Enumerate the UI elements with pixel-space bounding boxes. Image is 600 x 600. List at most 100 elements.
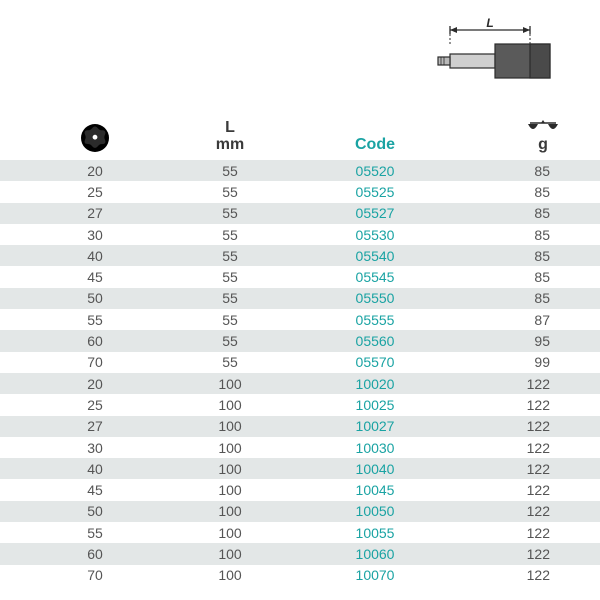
cell-weight: 87	[450, 312, 570, 328]
table-header-row: L mm Code g	[0, 108, 600, 160]
header-size	[30, 122, 160, 154]
cell-code: 05540	[300, 248, 450, 264]
cell-weight: 122	[450, 440, 570, 456]
cell-weight: 85	[450, 184, 570, 200]
cell-code: 10070	[300, 567, 450, 583]
cell-size: 25	[30, 184, 160, 200]
header-weight: g	[450, 118, 570, 154]
table-row: 2710010027122	[0, 416, 600, 437]
cell-weight: 122	[450, 482, 570, 498]
table-row: 30550553085	[0, 224, 600, 245]
cell-code: 05560	[300, 333, 450, 349]
cell-weight: 95	[450, 333, 570, 349]
header-weight-unit: g	[538, 136, 548, 154]
cell-weight: 122	[450, 418, 570, 434]
cell-weight: 85	[450, 269, 570, 285]
cell-code: 05527	[300, 205, 450, 221]
cell-code: 05570	[300, 354, 450, 370]
cell-length: 100	[160, 567, 300, 583]
header-length: L mm	[160, 119, 300, 154]
cell-code: 10025	[300, 397, 450, 413]
cell-weight: 122	[450, 546, 570, 562]
table-row: 4510010045122	[0, 479, 600, 500]
cell-size: 55	[30, 312, 160, 328]
cell-length: 100	[160, 461, 300, 477]
cell-length: 55	[160, 248, 300, 264]
cell-length: 55	[160, 312, 300, 328]
cell-size: 30	[30, 227, 160, 243]
table-row: 2510010025122	[0, 394, 600, 415]
cell-length: 55	[160, 269, 300, 285]
cell-code: 05530	[300, 227, 450, 243]
cell-size: 50	[30, 290, 160, 306]
cell-size: 20	[30, 163, 160, 179]
cell-weight: 122	[450, 567, 570, 583]
scale-icon	[526, 118, 560, 136]
cell-code: 05555	[300, 312, 450, 328]
table-row: 20550552085	[0, 160, 600, 181]
cell-size: 60	[30, 546, 160, 562]
table-row: 70550557099	[0, 352, 600, 373]
table-row: 55550555587	[0, 309, 600, 330]
table-row: 5510010055122	[0, 522, 600, 543]
table-row: 5010010050122	[0, 501, 600, 522]
cell-length: 100	[160, 376, 300, 392]
cell-code: 05525	[300, 184, 450, 200]
spec-table: L mm Code g 2055055208525550552585275505…	[0, 108, 600, 586]
cell-code: 05520	[300, 163, 450, 179]
cell-weight: 122	[450, 376, 570, 392]
cell-weight: 122	[450, 397, 570, 413]
cell-length: 55	[160, 184, 300, 200]
cell-length: 55	[160, 354, 300, 370]
cell-length: 100	[160, 440, 300, 456]
cell-size: 55	[30, 525, 160, 541]
length-label: L	[486, 18, 493, 30]
cell-weight: 85	[450, 227, 570, 243]
cell-length: 100	[160, 525, 300, 541]
cell-size: 40	[30, 461, 160, 477]
cell-weight: 99	[450, 354, 570, 370]
length-diagram: L	[430, 18, 560, 88]
table-row: 45550554585	[0, 266, 600, 287]
header-code: Code	[300, 136, 450, 154]
torx-tamper-icon	[79, 122, 111, 154]
cell-code: 10027	[300, 418, 450, 434]
cell-size: 20	[30, 376, 160, 392]
cell-size: 30	[30, 440, 160, 456]
table-row: 3010010030122	[0, 437, 600, 458]
table-row: 50550555085	[0, 288, 600, 309]
header-length-mm: mm	[216, 136, 244, 154]
cell-code: 10040	[300, 461, 450, 477]
table-row: 4010010040122	[0, 458, 600, 479]
cell-length: 100	[160, 546, 300, 562]
cell-length: 55	[160, 205, 300, 221]
cell-code: 10050	[300, 503, 450, 519]
cell-code: 10055	[300, 525, 450, 541]
cell-length: 55	[160, 163, 300, 179]
cell-size: 27	[30, 205, 160, 221]
cell-length: 100	[160, 397, 300, 413]
cell-size: 27	[30, 418, 160, 434]
cell-weight: 85	[450, 290, 570, 306]
table-row: 27550552785	[0, 203, 600, 224]
cell-weight: 85	[450, 205, 570, 221]
cell-size: 70	[30, 567, 160, 583]
cell-length: 100	[160, 418, 300, 434]
cell-weight: 122	[450, 461, 570, 477]
table-row: 40550554085	[0, 245, 600, 266]
cell-size: 45	[30, 482, 160, 498]
cell-size: 25	[30, 397, 160, 413]
table-row: 6010010060122	[0, 543, 600, 564]
cell-weight: 85	[450, 163, 570, 179]
header-length-l: L	[216, 119, 244, 137]
cell-weight: 85	[450, 248, 570, 264]
table-body: 2055055208525550552585275505527853055055…	[0, 160, 600, 586]
cell-code: 10020	[300, 376, 450, 392]
cell-length: 100	[160, 482, 300, 498]
cell-size: 40	[30, 248, 160, 264]
table-row: 7010010070122	[0, 565, 600, 586]
table-row: 25550552585	[0, 181, 600, 202]
cell-size: 45	[30, 269, 160, 285]
cell-size: 70	[30, 354, 160, 370]
cell-weight: 122	[450, 503, 570, 519]
